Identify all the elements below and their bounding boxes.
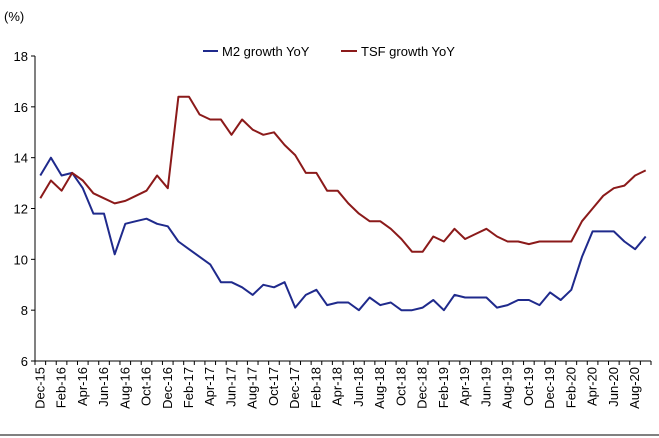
x-tick-label: Jun-18 <box>351 367 366 407</box>
y-tick-label: 8 <box>21 303 28 318</box>
y-tick-label: 18 <box>14 49 28 64</box>
legend-label: M2 growth YoY <box>222 44 310 59</box>
x-tick-label: Apr-16 <box>75 367 90 406</box>
x-tick-label: Jun-20 <box>606 367 621 407</box>
x-tick-label: Apr-20 <box>585 367 600 406</box>
y-axis: 6 8 10 12 14 16 18 <box>14 49 35 369</box>
x-tick-label: Apr-19 <box>457 367 472 406</box>
x-tick-label: Dec-18 <box>415 367 430 409</box>
x-tick-label: Aug-19 <box>500 367 515 409</box>
x-tick-label: Dec-19 <box>542 367 557 409</box>
x-tick-label: Dec-17 <box>287 367 302 409</box>
x-axis: Dec-15 Feb-16 Apr-16 Jun-16 Aug-16 Oct-16 Dec-… <box>32 361 652 409</box>
x-tick-label: Feb-18 <box>308 367 323 408</box>
x-tick-label: Aug-18 <box>372 367 387 409</box>
legend: M2 growth YoY TSF growth YoY <box>203 44 455 59</box>
x-tick-label: Oct-19 <box>521 367 536 406</box>
y-tick-label: 10 <box>14 252 28 267</box>
y-tick-label: 6 <box>21 354 28 369</box>
series-line-tsf <box>39 95 647 253</box>
x-tick-label: Aug-17 <box>245 367 260 409</box>
x-tick-label: Dec-15 <box>32 367 47 409</box>
x-tick-label: Oct-18 <box>393 367 408 406</box>
x-tick-label: Apr-17 <box>202 367 217 406</box>
y-tick-label: 14 <box>14 151 28 166</box>
series-line-m2 <box>39 156 647 312</box>
x-tick-label: Jun-17 <box>223 367 238 407</box>
x-tick-label: Feb-17 <box>181 367 196 408</box>
series-lines <box>39 95 647 312</box>
x-tick-label: Oct-16 <box>139 367 154 406</box>
x-tick-label: Dec-16 <box>160 367 175 409</box>
x-tick-label: Aug-16 <box>117 367 132 409</box>
x-tick-label: Feb-19 <box>436 367 451 408</box>
legend-label: TSF growth YoY <box>361 44 455 59</box>
axes <box>34 56 651 362</box>
x-tick-label: Feb-20 <box>563 367 578 408</box>
x-tick-label: Feb-16 <box>54 367 69 408</box>
x-tick-label: Apr-18 <box>330 367 345 406</box>
x-tick-label: Oct-17 <box>266 367 281 406</box>
y-tick-label: 12 <box>14 202 28 217</box>
x-tick-label: Aug-20 <box>627 367 642 409</box>
y-axis-unit-label: (%) <box>4 9 24 24</box>
x-tick-label: Jun-16 <box>96 367 111 407</box>
y-tick-label: 16 <box>14 100 28 115</box>
x-tick-label: Jun-19 <box>478 367 493 407</box>
